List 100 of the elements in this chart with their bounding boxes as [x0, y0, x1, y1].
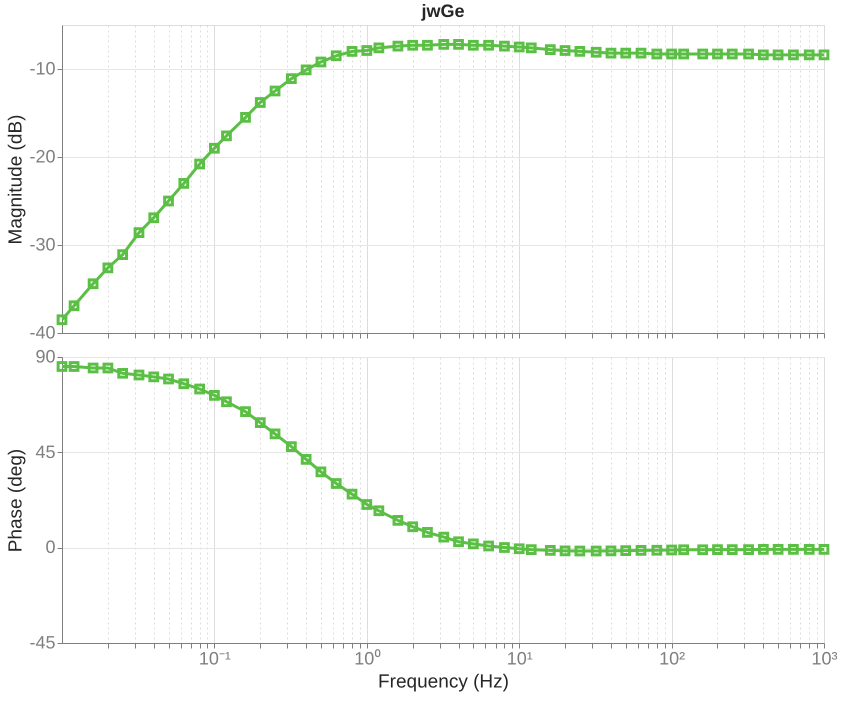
point — [544, 545, 556, 556]
point — [134, 370, 144, 380]
point — [117, 368, 128, 379]
point — [560, 45, 570, 56]
point — [254, 417, 266, 428]
point — [636, 545, 646, 556]
x-axis-title: Frequency (Hz) — [378, 672, 509, 692]
point — [56, 314, 68, 326]
point — [102, 262, 114, 274]
point — [726, 48, 738, 60]
point — [88, 278, 98, 290]
point — [712, 544, 723, 555]
point — [361, 45, 372, 56]
point — [300, 64, 312, 76]
point — [346, 46, 358, 57]
point — [148, 372, 160, 382]
y-axis-title: Phase (deg) — [5, 448, 26, 552]
point — [438, 38, 450, 50]
point — [666, 544, 677, 556]
point — [316, 56, 326, 68]
point — [712, 48, 723, 60]
y-tick-label: -30 — [29, 234, 56, 254]
point — [407, 40, 418, 51]
y-tick-label: -10 — [29, 58, 56, 78]
point — [407, 521, 418, 532]
point — [240, 112, 251, 123]
point — [209, 390, 220, 401]
point — [636, 48, 646, 59]
point — [286, 441, 297, 452]
point — [194, 384, 206, 394]
point — [178, 378, 190, 390]
point — [499, 542, 510, 553]
y-tick-label: 45 — [35, 442, 56, 462]
y-tick-label: -20 — [29, 146, 56, 166]
point — [468, 40, 479, 51]
y-tick-label: 90 — [35, 346, 56, 366]
point — [330, 50, 342, 62]
point — [606, 545, 616, 556]
point — [438, 532, 450, 542]
point — [788, 544, 799, 555]
x-tick-label: 10¹ — [506, 648, 533, 668]
point — [422, 527, 433, 538]
point — [453, 38, 464, 50]
y-tick-label: -45 — [29, 632, 56, 652]
point — [804, 544, 815, 555]
point — [651, 544, 662, 556]
point — [772, 50, 784, 60]
point — [606, 48, 616, 59]
chart-title: jwGe — [420, 1, 465, 21]
point — [163, 196, 174, 206]
x-tick-label: 10² — [659, 648, 686, 668]
x-tick-label: 10⁰ — [354, 648, 380, 668]
point — [392, 40, 404, 52]
point — [651, 48, 662, 60]
point — [483, 540, 494, 552]
point — [316, 466, 326, 478]
point — [330, 478, 342, 489]
point — [361, 499, 372, 510]
point — [514, 543, 525, 554]
point — [772, 544, 784, 555]
point — [743, 544, 754, 555]
point — [590, 46, 602, 58]
point — [574, 546, 586, 556]
point — [499, 40, 510, 52]
point — [514, 42, 525, 52]
point — [620, 545, 632, 556]
point — [254, 97, 266, 108]
point — [804, 50, 815, 60]
point — [666, 48, 677, 60]
point — [620, 48, 632, 59]
point — [697, 544, 708, 556]
point — [483, 40, 494, 51]
point — [453, 536, 464, 548]
point — [286, 73, 297, 84]
point — [148, 212, 160, 224]
point — [178, 178, 190, 189]
point — [270, 428, 280, 440]
x-tick-label: 10⁻¹ — [198, 648, 231, 668]
point — [544, 44, 556, 56]
x-tick-label: 10³ — [811, 648, 838, 668]
point — [788, 50, 799, 60]
point — [574, 46, 586, 57]
point — [758, 544, 769, 555]
point — [468, 538, 479, 550]
point — [134, 227, 144, 238]
point — [300, 454, 312, 465]
point — [697, 48, 708, 60]
point — [818, 544, 830, 555]
y-axis-title: Magnitude (dB) — [5, 114, 26, 244]
point — [422, 40, 433, 51]
point — [743, 48, 754, 60]
point — [758, 50, 769, 60]
point — [392, 514, 404, 526]
point — [346, 488, 358, 500]
point — [56, 361, 68, 372]
point — [194, 158, 206, 170]
point — [117, 249, 128, 260]
point — [88, 362, 98, 374]
y-tick-label: 0 — [45, 537, 56, 558]
point — [818, 50, 830, 60]
